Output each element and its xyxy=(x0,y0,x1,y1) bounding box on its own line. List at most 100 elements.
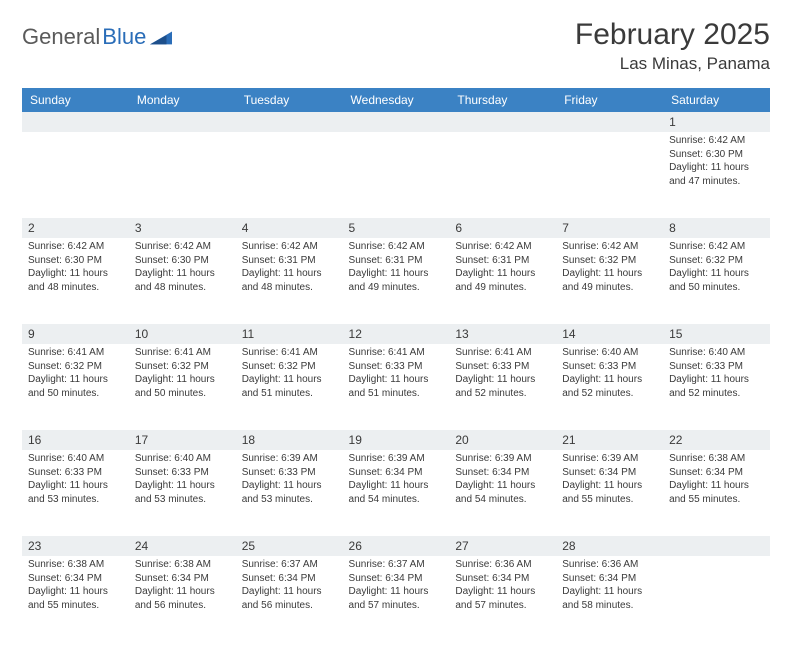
day-content: Sunrise: 6:36 AMSunset: 6:34 PMDaylight:… xyxy=(556,556,663,618)
day-content: Sunrise: 6:41 AMSunset: 6:32 PMDaylight:… xyxy=(236,344,343,406)
day-content: Sunrise: 6:40 AMSunset: 6:33 PMDaylight:… xyxy=(22,450,129,512)
day-details: Sunrise: 6:42 AMSunset: 6:30 PMDaylight:… xyxy=(669,134,764,188)
day-details: Sunrise: 6:39 AMSunset: 6:34 PMDaylight:… xyxy=(349,452,444,506)
day-info-cell xyxy=(663,556,770,642)
day-number-cell xyxy=(236,112,343,132)
day-info-cell: Sunrise: 6:39 AMSunset: 6:34 PMDaylight:… xyxy=(343,450,450,536)
day-info-cell xyxy=(449,132,556,218)
day-number: 25 xyxy=(236,536,343,556)
weekday-header: Saturday xyxy=(663,88,770,112)
day-info-row: Sunrise: 6:42 AMSunset: 6:30 PMDaylight:… xyxy=(22,238,770,324)
day-number-cell xyxy=(129,112,236,132)
day-number: 3 xyxy=(129,218,236,238)
day-number-cell: 15 xyxy=(663,324,770,344)
day-number: 28 xyxy=(556,536,663,556)
day-number: 1 xyxy=(663,112,770,132)
day-number: 10 xyxy=(129,324,236,344)
day-number-cell xyxy=(663,536,770,556)
day-info-cell: Sunrise: 6:41 AMSunset: 6:33 PMDaylight:… xyxy=(449,344,556,430)
day-content: Sunrise: 6:39 AMSunset: 6:34 PMDaylight:… xyxy=(556,450,663,512)
day-info-row: Sunrise: 6:41 AMSunset: 6:32 PMDaylight:… xyxy=(22,344,770,430)
day-details: Sunrise: 6:41 AMSunset: 6:32 PMDaylight:… xyxy=(242,346,337,400)
day-info-cell: Sunrise: 6:42 AMSunset: 6:30 PMDaylight:… xyxy=(663,132,770,218)
day-number-cell: 16 xyxy=(22,430,129,450)
day-details: Sunrise: 6:36 AMSunset: 6:34 PMDaylight:… xyxy=(455,558,550,612)
day-content: Sunrise: 6:41 AMSunset: 6:32 PMDaylight:… xyxy=(22,344,129,406)
day-details: Sunrise: 6:42 AMSunset: 6:31 PMDaylight:… xyxy=(242,240,337,294)
day-number-cell: 7 xyxy=(556,218,663,238)
day-details: Sunrise: 6:38 AMSunset: 6:34 PMDaylight:… xyxy=(669,452,764,506)
day-number-cell xyxy=(556,112,663,132)
day-content: Sunrise: 6:42 AMSunset: 6:30 PMDaylight:… xyxy=(663,132,770,194)
day-number-cell: 21 xyxy=(556,430,663,450)
day-number-cell: 11 xyxy=(236,324,343,344)
calendar-body: 1Sunrise: 6:42 AMSunset: 6:30 PMDaylight… xyxy=(22,112,770,642)
day-info-cell xyxy=(129,132,236,218)
day-number: 24 xyxy=(129,536,236,556)
day-info-row: Sunrise: 6:40 AMSunset: 6:33 PMDaylight:… xyxy=(22,450,770,536)
day-info-cell: Sunrise: 6:37 AMSunset: 6:34 PMDaylight:… xyxy=(236,556,343,642)
day-info-cell: Sunrise: 6:40 AMSunset: 6:33 PMDaylight:… xyxy=(663,344,770,430)
day-number-cell: 25 xyxy=(236,536,343,556)
day-info-cell: Sunrise: 6:40 AMSunset: 6:33 PMDaylight:… xyxy=(556,344,663,430)
day-number-cell: 12 xyxy=(343,324,450,344)
day-number: 14 xyxy=(556,324,663,344)
day-info-cell: Sunrise: 6:41 AMSunset: 6:33 PMDaylight:… xyxy=(343,344,450,430)
day-number-cell: 3 xyxy=(129,218,236,238)
day-details: Sunrise: 6:42 AMSunset: 6:30 PMDaylight:… xyxy=(28,240,123,294)
day-info-cell: Sunrise: 6:38 AMSunset: 6:34 PMDaylight:… xyxy=(22,556,129,642)
day-number: 2 xyxy=(22,218,129,238)
day-number: 16 xyxy=(22,430,129,450)
brand-name-2: Blue xyxy=(102,24,146,50)
day-content: Sunrise: 6:41 AMSunset: 6:33 PMDaylight:… xyxy=(449,344,556,406)
day-number-cell: 6 xyxy=(449,218,556,238)
day-number-cell: 2 xyxy=(22,218,129,238)
day-number-cell: 23 xyxy=(22,536,129,556)
day-details: Sunrise: 6:39 AMSunset: 6:34 PMDaylight:… xyxy=(455,452,550,506)
weekday-header: Thursday xyxy=(449,88,556,112)
day-details: Sunrise: 6:37 AMSunset: 6:34 PMDaylight:… xyxy=(242,558,337,612)
day-number-cell: 19 xyxy=(343,430,450,450)
calendar-head: SundayMondayTuesdayWednesdayThursdayFrid… xyxy=(22,88,770,112)
day-number: 17 xyxy=(129,430,236,450)
day-details: Sunrise: 6:42 AMSunset: 6:30 PMDaylight:… xyxy=(135,240,230,294)
day-number: 23 xyxy=(22,536,129,556)
day-info-cell: Sunrise: 6:38 AMSunset: 6:34 PMDaylight:… xyxy=(129,556,236,642)
day-number-cell: 13 xyxy=(449,324,556,344)
day-details: Sunrise: 6:42 AMSunset: 6:32 PMDaylight:… xyxy=(562,240,657,294)
day-details: Sunrise: 6:40 AMSunset: 6:33 PMDaylight:… xyxy=(28,452,123,506)
day-info-row: Sunrise: 6:38 AMSunset: 6:34 PMDaylight:… xyxy=(22,556,770,642)
day-number: 19 xyxy=(343,430,450,450)
day-number: 12 xyxy=(343,324,450,344)
day-number: 27 xyxy=(449,536,556,556)
day-number: 18 xyxy=(236,430,343,450)
day-details: Sunrise: 6:39 AMSunset: 6:34 PMDaylight:… xyxy=(562,452,657,506)
day-info-cell: Sunrise: 6:39 AMSunset: 6:34 PMDaylight:… xyxy=(556,450,663,536)
day-details: Sunrise: 6:38 AMSunset: 6:34 PMDaylight:… xyxy=(28,558,123,612)
day-content: Sunrise: 6:40 AMSunset: 6:33 PMDaylight:… xyxy=(129,450,236,512)
day-details: Sunrise: 6:38 AMSunset: 6:34 PMDaylight:… xyxy=(135,558,230,612)
day-number: 5 xyxy=(343,218,450,238)
weekday-header: Tuesday xyxy=(236,88,343,112)
day-number-cell: 8 xyxy=(663,218,770,238)
day-content: Sunrise: 6:42 AMSunset: 6:30 PMDaylight:… xyxy=(129,238,236,300)
day-info-cell xyxy=(22,132,129,218)
day-info-cell xyxy=(236,132,343,218)
day-details: Sunrise: 6:40 AMSunset: 6:33 PMDaylight:… xyxy=(669,346,764,400)
day-details: Sunrise: 6:42 AMSunset: 6:31 PMDaylight:… xyxy=(349,240,444,294)
day-details: Sunrise: 6:41 AMSunset: 6:33 PMDaylight:… xyxy=(455,346,550,400)
header: GeneralBlue February 2025 Las Minas, Pan… xyxy=(22,18,770,74)
day-info-cell: Sunrise: 6:36 AMSunset: 6:34 PMDaylight:… xyxy=(556,556,663,642)
day-content: Sunrise: 6:42 AMSunset: 6:31 PMDaylight:… xyxy=(236,238,343,300)
day-number-cell: 5 xyxy=(343,218,450,238)
calendar-page: GeneralBlue February 2025 Las Minas, Pan… xyxy=(0,0,792,660)
day-info-cell: Sunrise: 6:42 AMSunset: 6:31 PMDaylight:… xyxy=(449,238,556,324)
day-info-cell: Sunrise: 6:42 AMSunset: 6:31 PMDaylight:… xyxy=(236,238,343,324)
day-details: Sunrise: 6:37 AMSunset: 6:34 PMDaylight:… xyxy=(349,558,444,612)
day-number: 7 xyxy=(556,218,663,238)
day-details: Sunrise: 6:41 AMSunset: 6:33 PMDaylight:… xyxy=(349,346,444,400)
day-number: 22 xyxy=(663,430,770,450)
day-number-cell: 18 xyxy=(236,430,343,450)
brand-logo: GeneralBlue xyxy=(22,18,172,50)
day-info-cell: Sunrise: 6:39 AMSunset: 6:33 PMDaylight:… xyxy=(236,450,343,536)
